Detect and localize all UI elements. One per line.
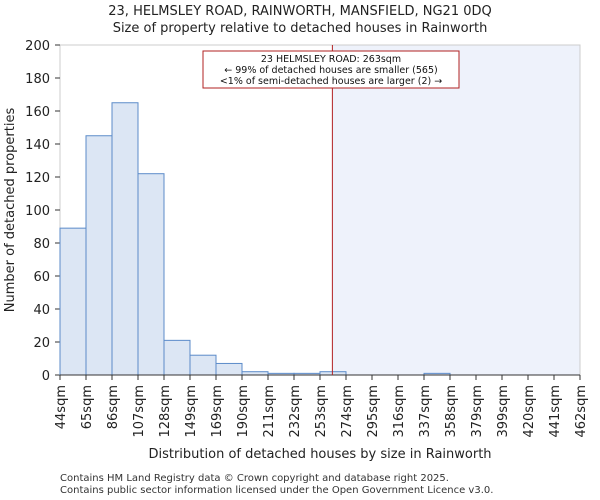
annotation-line: <1% of semi-detached houses are larger (… — [220, 76, 442, 87]
x-tick-label: 358sqm — [444, 385, 459, 438]
x-tick-label: 274sqm — [340, 385, 355, 438]
x-tick-label: 420sqm — [522, 385, 537, 438]
bar — [59, 227, 87, 376]
bar — [85, 135, 113, 376]
bar — [111, 102, 139, 376]
x-tick-label: 379sqm — [470, 385, 485, 438]
x-tick-label: 190sqm — [236, 385, 251, 438]
footer-copyright: Contains HM Land Registry data © Crown c… — [60, 473, 449, 484]
x-tick-label: 462sqm — [574, 385, 589, 438]
y-tick-label: 0 — [42, 369, 50, 384]
x-tick-label: 128sqm — [158, 385, 173, 438]
x-tick-label: 44sqm — [54, 385, 69, 429]
y-tick-label: 120 — [25, 171, 50, 186]
x-tick-label: 211sqm — [262, 385, 277, 438]
chart-title: 23, HELMSLEY ROAD, RAINWORTH, MANSFIELD,… — [108, 4, 492, 19]
y-tick-label: 100 — [25, 204, 50, 219]
bar — [163, 339, 191, 376]
y-tick-label: 40 — [33, 303, 50, 318]
x-tick-label: 441sqm — [548, 385, 563, 438]
y-tick-label: 60 — [33, 270, 50, 285]
bar — [137, 173, 165, 376]
bar — [189, 354, 217, 376]
x-tick-label: 337sqm — [418, 385, 433, 438]
highlight-region — [332, 45, 580, 375]
x-tick-label: 232sqm — [288, 385, 303, 438]
y-tick-label: 180 — [25, 72, 50, 87]
annotation-box — [202, 50, 460, 89]
chart-subtitle: Size of property relative to detached ho… — [112, 21, 488, 36]
x-tick-label: 295sqm — [366, 385, 381, 438]
x-axis-title: Distribution of detached houses by size … — [148, 447, 491, 462]
x-tick-label: 86sqm — [106, 385, 121, 429]
y-tick-label: 200 — [25, 39, 50, 54]
y-tick-label: 80 — [33, 237, 50, 252]
x-tick-label: 316sqm — [392, 385, 407, 438]
y-axis-title: Number of detached properties — [3, 108, 18, 313]
x-tick-label: 399sqm — [496, 385, 511, 438]
x-tick-label: 169sqm — [210, 385, 225, 438]
annotation-line: 23 HELMSLEY ROAD: 263sqm — [261, 54, 401, 65]
y-tick-label: 20 — [33, 336, 50, 351]
x-tick-label: 107sqm — [132, 385, 147, 438]
y-tick-label: 160 — [25, 105, 50, 120]
x-tick-label: 149sqm — [184, 385, 199, 438]
y-tick-label: 140 — [25, 138, 50, 153]
bar — [215, 362, 243, 376]
annotation-line: ← 99% of detached houses are smaller (56… — [224, 65, 437, 76]
x-tick-label: 253sqm — [314, 385, 329, 438]
x-tick-label: 65sqm — [80, 385, 95, 429]
footer-licence: Contains public sector information licen… — [60, 485, 494, 496]
